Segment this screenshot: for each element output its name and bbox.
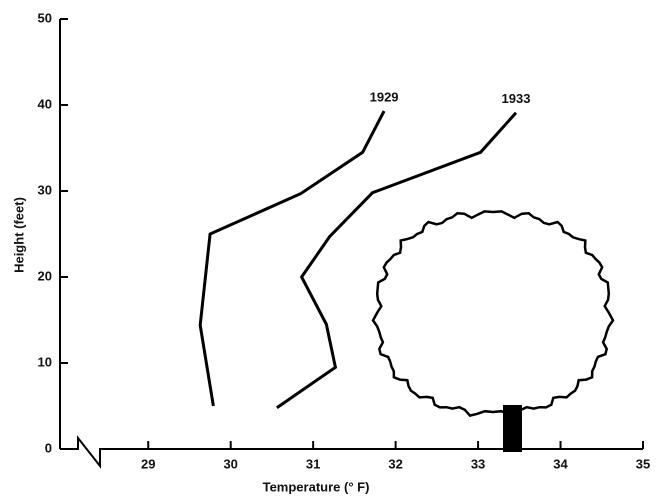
x-tick-label: 34 [553,456,568,471]
x-tick-label: 30 [223,456,237,471]
line-series [198,110,386,407]
series-label: 1933 [502,91,531,106]
y-tick-label: 30 [38,182,52,197]
y-tick-label: 20 [38,268,52,283]
x-axis-label: Temperature (° F) [263,479,370,494]
series-label: 1929 [370,89,399,104]
x-tick-label: 33 [471,456,485,471]
y-axis-label: Height (feet) [11,197,26,273]
y-tick-label: 0 [45,440,52,455]
y-tick-label: 50 [38,10,52,25]
tree-illustration [371,210,615,452]
tree-trunk [503,405,522,452]
x-tick-label: 31 [306,456,320,471]
x-tick-label: 35 [636,456,650,471]
x-tick-label: 32 [388,456,402,471]
x-axis-break [60,435,643,469]
x-tick-label: 29 [141,456,155,471]
y-tick-label: 40 [38,96,52,111]
tree-crown [371,210,615,417]
line-series [276,111,518,409]
y-tick-label: 10 [38,354,52,369]
